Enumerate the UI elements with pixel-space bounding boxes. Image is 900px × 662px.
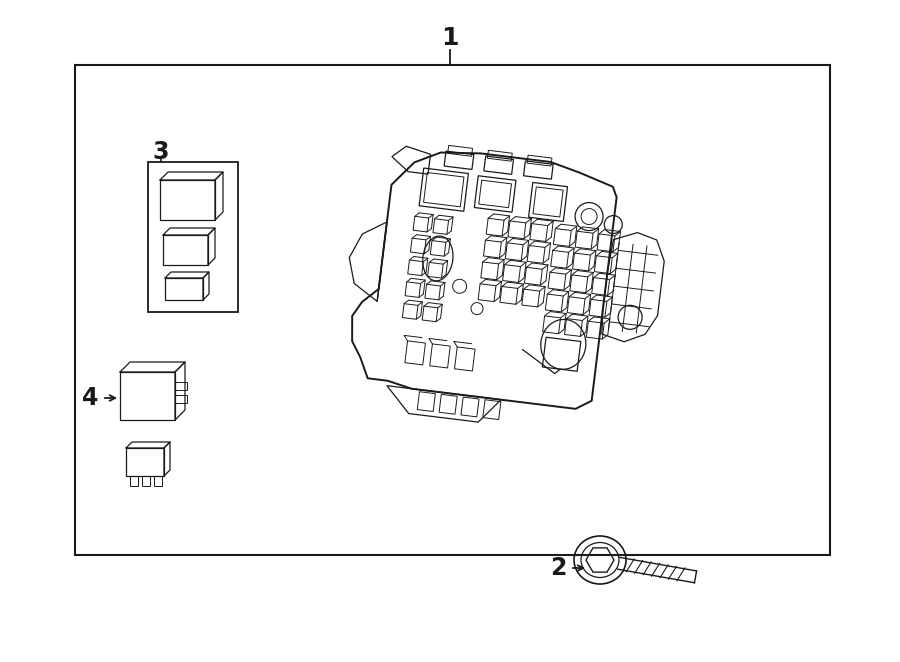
Bar bbox=[474, 175, 516, 212]
Bar bbox=[429, 344, 450, 368]
Bar bbox=[430, 240, 446, 256]
Bar bbox=[424, 173, 464, 207]
Bar bbox=[433, 218, 448, 234]
Bar bbox=[175, 395, 187, 403]
Bar bbox=[530, 224, 548, 242]
Bar bbox=[447, 146, 473, 156]
Bar bbox=[587, 321, 604, 339]
Bar bbox=[408, 260, 423, 275]
Bar bbox=[543, 337, 580, 371]
Bar bbox=[428, 262, 443, 278]
Bar bbox=[525, 267, 543, 285]
Bar bbox=[478, 284, 496, 302]
Bar bbox=[75, 65, 830, 555]
Text: 3: 3 bbox=[153, 140, 169, 164]
Bar bbox=[154, 476, 162, 486]
Text: 4: 4 bbox=[82, 386, 98, 410]
Bar bbox=[508, 221, 526, 239]
Bar bbox=[410, 238, 426, 254]
Bar bbox=[589, 299, 607, 317]
Bar bbox=[528, 183, 568, 222]
Bar bbox=[130, 476, 138, 486]
Bar bbox=[165, 278, 203, 300]
Bar bbox=[564, 318, 582, 336]
Bar bbox=[572, 253, 590, 271]
Bar bbox=[439, 395, 457, 414]
Bar bbox=[543, 316, 561, 334]
Bar bbox=[488, 150, 512, 161]
Bar bbox=[445, 151, 473, 169]
Bar bbox=[413, 216, 428, 232]
Bar bbox=[486, 218, 504, 236]
Bar bbox=[148, 162, 238, 312]
Bar bbox=[551, 250, 569, 268]
Bar bbox=[548, 272, 566, 290]
Bar bbox=[163, 235, 208, 265]
Bar bbox=[575, 231, 593, 249]
Text: 1: 1 bbox=[441, 26, 459, 50]
Bar bbox=[482, 400, 501, 420]
Bar bbox=[524, 161, 554, 179]
Text: 2: 2 bbox=[550, 556, 566, 580]
Bar bbox=[527, 155, 552, 166]
Bar bbox=[545, 294, 563, 312]
Bar bbox=[405, 282, 420, 297]
Bar bbox=[422, 306, 437, 322]
Bar bbox=[554, 228, 572, 246]
Bar bbox=[484, 156, 514, 174]
Bar bbox=[567, 297, 585, 314]
Bar bbox=[126, 448, 164, 476]
Bar bbox=[120, 372, 175, 420]
Bar bbox=[425, 284, 440, 300]
Bar bbox=[483, 240, 501, 258]
Bar bbox=[479, 180, 511, 208]
Bar bbox=[461, 397, 479, 417]
Bar bbox=[419, 168, 468, 211]
Bar bbox=[594, 256, 612, 273]
Bar bbox=[160, 180, 215, 220]
Bar bbox=[405, 341, 426, 365]
Bar bbox=[527, 246, 545, 263]
Bar bbox=[142, 476, 150, 486]
Bar bbox=[522, 289, 540, 307]
Bar bbox=[533, 187, 563, 217]
Bar bbox=[505, 243, 523, 261]
Bar bbox=[502, 265, 520, 283]
Bar bbox=[454, 347, 475, 371]
Bar bbox=[402, 304, 418, 319]
Bar bbox=[570, 275, 588, 293]
Bar bbox=[597, 234, 615, 252]
Bar bbox=[418, 392, 436, 412]
Bar bbox=[175, 382, 187, 390]
Bar bbox=[481, 262, 499, 280]
Bar bbox=[500, 287, 518, 305]
Bar bbox=[591, 277, 609, 295]
